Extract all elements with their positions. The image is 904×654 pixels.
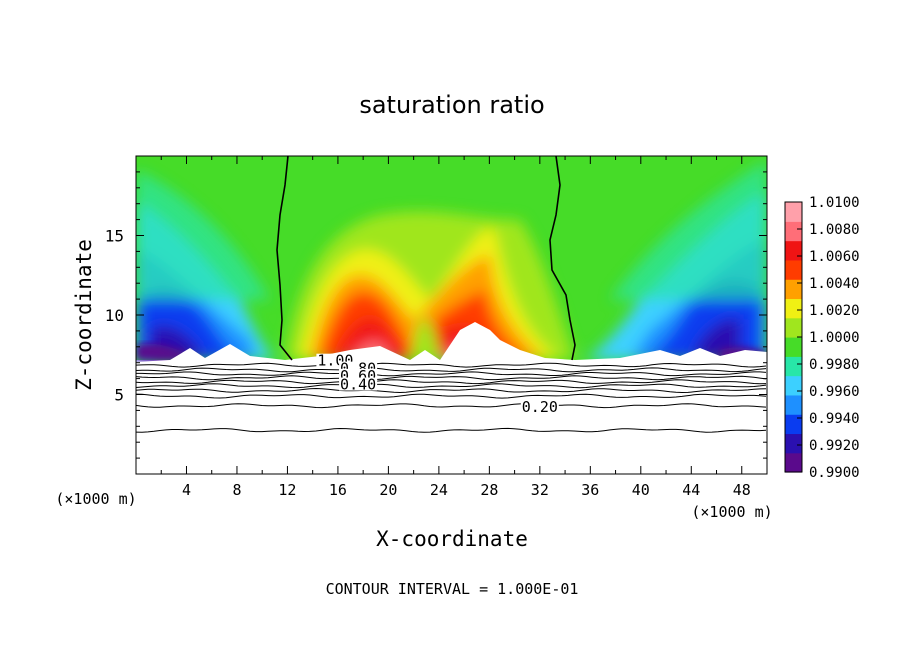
- contour-line: [136, 362, 767, 368]
- colorbar-label: 0.9900: [809, 465, 860, 481]
- x-tick-label: 8: [232, 481, 241, 499]
- x-unit-right: (×1000 m): [691, 503, 772, 521]
- colorbar-swatch: [785, 337, 802, 357]
- x-tick-label: 36: [581, 481, 599, 499]
- colorbar-label: 1.0060: [809, 249, 860, 265]
- x-axis: 4 8 12 16 20 24 28 32 36 40 44 48: [160, 156, 751, 499]
- colorbar-label: 0.9920: [809, 438, 860, 454]
- x-tick-label: 28: [480, 481, 498, 499]
- colorbar-swatch: [785, 394, 802, 415]
- contour-label-bg: [520, 399, 559, 413]
- x-tick-label: 40: [632, 481, 650, 499]
- contour-line: [136, 367, 767, 373]
- x-tick-label: 48: [733, 481, 751, 499]
- contour-label-bg: [339, 377, 378, 391]
- x-tick-label: 16: [329, 481, 347, 499]
- contour-line: [136, 379, 767, 385]
- x-tick-label: 44: [682, 481, 700, 499]
- y-tick-label: 10: [105, 306, 124, 325]
- colorbar-label: 0.9960: [809, 384, 860, 400]
- colorbar-label: 1.0020: [809, 303, 860, 319]
- colorbar-label: 0.9980: [809, 357, 860, 373]
- x-tick-label: 24: [430, 481, 448, 499]
- colorbar-swatch: [785, 375, 802, 396]
- contour-line: [136, 383, 767, 389]
- contour-line: [136, 371, 767, 377]
- x-axis-label: X-coordinate: [376, 527, 528, 551]
- contour-interval-note: CONTOUR INTERVAL = 1.000E-01: [326, 580, 579, 598]
- contour-line: [136, 387, 767, 394]
- contour-labels: 1.000.800.600.400.20: [316, 352, 559, 416]
- colorbar-label: 1.0080: [809, 222, 860, 238]
- contour-line: [136, 375, 767, 381]
- x-tick-label: 32: [531, 481, 549, 499]
- colorbar-swatch: [785, 202, 802, 222]
- colorbar-swatch: [785, 221, 802, 242]
- colorbar-swatch: [785, 298, 802, 319]
- colorbar-swatch: [785, 414, 802, 435]
- contour-line: [136, 427, 767, 433]
- saturation-field: [136, 156, 767, 474]
- contour-line: [136, 403, 767, 409]
- colorbar-swatch: [785, 279, 802, 300]
- chart-title: saturation ratio: [359, 91, 544, 119]
- y-axis-label: Z-coordinate: [72, 239, 96, 391]
- contour-lines: [136, 362, 767, 433]
- x-tick-label: 20: [379, 481, 397, 499]
- y-tick-label: 5: [114, 386, 124, 405]
- y-axis: 5 10 15: [105, 171, 767, 459]
- contour-label: 0.40: [340, 376, 376, 394]
- x-tick-label: 12: [278, 481, 296, 499]
- colorbar-swatch: [785, 433, 802, 454]
- colorbar-swatch: [785, 317, 802, 338]
- x-tick-label: 4: [182, 481, 191, 499]
- x-unit-left: (×1000 m): [55, 490, 136, 508]
- contour-line: [136, 393, 767, 399]
- colorbar-label: 1.0100: [809, 195, 860, 211]
- y-tick-label: 15: [105, 227, 124, 246]
- colorbar-swatch: [785, 452, 802, 473]
- contour-label: 0.20: [522, 398, 558, 416]
- colorbar-label: 1.0000: [809, 330, 860, 346]
- colorbar-swatch: [785, 259, 802, 280]
- colorbar-swatch: [785, 240, 802, 261]
- colorbar-swatch: [785, 356, 802, 377]
- colorbar-label: 0.9940: [809, 411, 860, 427]
- colorbar-label: 1.0040: [809, 276, 860, 292]
- colorbar: 0.9900 0.9920 0.9940 0.9960 0.9980 1.0000 1.00…: [784, 195, 860, 481]
